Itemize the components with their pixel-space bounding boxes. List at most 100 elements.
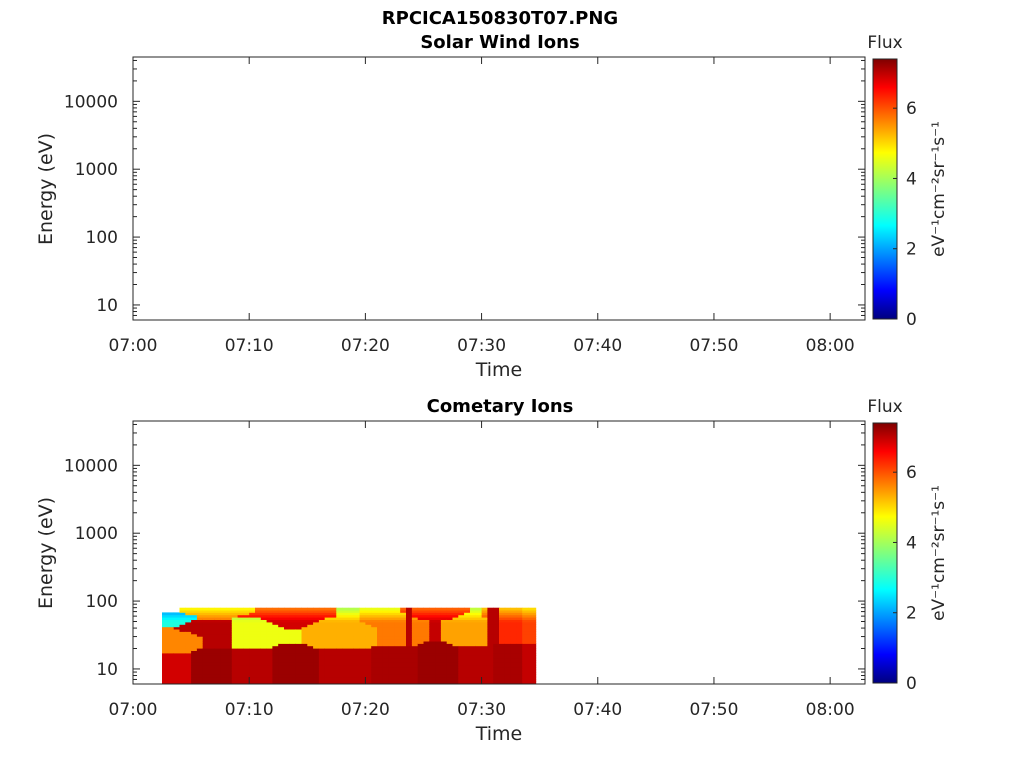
heatmap-cell	[179, 633, 186, 637]
heatmap-cell	[185, 674, 192, 678]
heatmap-cell	[324, 662, 331, 666]
heatmap-cell	[167, 619, 175, 623]
heatmap-cell	[435, 624, 442, 628]
heatmap-cell	[411, 624, 419, 628]
heatmap-cell	[394, 645, 401, 649]
heatmap-cell	[278, 669, 285, 673]
heatmap-cell	[382, 624, 389, 628]
heatmap-cell	[289, 626, 297, 630]
heatmap-cell	[179, 667, 186, 671]
heatmap-cell	[301, 629, 308, 632]
heatmap-cell	[388, 626, 395, 630]
heatmap-cell	[342, 667, 349, 671]
heatmap-cell	[348, 607, 355, 611]
heatmap-cell	[470, 672, 477, 675]
heatmap-cell	[179, 674, 186, 678]
heatmap-cell	[464, 657, 471, 661]
heatmap-cell	[179, 650, 186, 654]
heatmap-cell	[342, 672, 349, 675]
heatmap-cell	[406, 650, 413, 654]
heatmap-cell	[411, 667, 419, 671]
heatmap-cell	[179, 626, 186, 630]
heatmap-cell	[284, 653, 291, 656]
heatmap-cell	[307, 617, 314, 620]
heatmap-cell	[499, 650, 506, 654]
heatmap-cell	[528, 607, 535, 611]
heatmap-cell	[481, 648, 488, 651]
heatmap-cell	[359, 669, 366, 673]
heatmap-cell	[278, 662, 285, 666]
heatmap-cell	[388, 655, 395, 659]
heatmap-cell	[464, 617, 471, 620]
heatmap-cell	[400, 617, 407, 620]
heatmap-cell	[510, 655, 517, 659]
heatmap-cell	[318, 648, 326, 651]
heatmap-cell	[371, 655, 378, 659]
heatmap-cell	[330, 667, 337, 671]
heatmap-cell	[429, 667, 436, 671]
colorbar-tick-label: 4	[906, 533, 917, 553]
heatmap-cell	[435, 626, 442, 630]
heatmap-cell	[458, 636, 465, 640]
heatmap-cell	[301, 626, 308, 630]
heatmap-cell	[353, 681, 360, 684]
heatmap-cell	[522, 641, 529, 644]
heatmap-cell	[179, 645, 186, 649]
heatmap-cell	[377, 681, 384, 684]
heatmap-cell	[301, 619, 308, 623]
heatmap-cell	[191, 674, 198, 678]
heatmap-cell	[493, 650, 500, 654]
heatmap-cell	[394, 633, 401, 637]
heatmap-cell	[266, 681, 273, 684]
heatmap-cell	[435, 676, 442, 680]
heatmap-cell	[504, 631, 511, 635]
heatmap-cell	[255, 672, 262, 675]
heatmap-cell	[249, 664, 256, 668]
heatmap-cell	[243, 610, 250, 613]
heatmap-cell	[533, 633, 537, 637]
heatmap-cell	[295, 662, 302, 666]
heatmap-cell	[371, 653, 378, 656]
heatmap-cell	[243, 624, 250, 628]
heatmap-cell	[266, 607, 273, 611]
heatmap-cell	[435, 672, 442, 675]
heatmap-cell	[470, 667, 477, 671]
heatmap-cell	[458, 626, 465, 630]
heatmap-cell	[371, 617, 378, 620]
x-tick-label: 07:20	[341, 336, 390, 356]
heatmap-cell	[365, 674, 372, 678]
heatmap-cell	[196, 631, 204, 635]
heatmap-cell	[493, 667, 500, 671]
heatmap-cell	[371, 636, 378, 640]
heatmap-cell	[435, 631, 442, 635]
heatmap-cell	[208, 648, 215, 651]
heatmap-cell	[336, 617, 343, 620]
heatmap-cell	[470, 622, 477, 625]
heatmap-cell	[470, 643, 477, 647]
heatmap-cell	[318, 610, 326, 613]
heatmap-cell	[446, 676, 453, 680]
heatmap-cell	[272, 664, 279, 668]
heatmap-cell	[400, 641, 407, 644]
heatmap-cell	[464, 638, 471, 642]
y-tick-label: 10000	[64, 456, 118, 476]
heatmap-cell	[295, 619, 302, 623]
heatmap-cell	[173, 664, 180, 668]
heatmap-cell	[202, 650, 209, 654]
heatmap-cell	[220, 610, 227, 613]
heatmap-cell	[446, 664, 453, 668]
heatmap-cell	[202, 653, 209, 656]
heatmap-cell	[173, 655, 180, 659]
heatmap-cell	[353, 638, 360, 642]
heatmap-cell	[231, 674, 238, 678]
heatmap-cell	[278, 653, 285, 656]
heatmap-cell	[324, 672, 331, 675]
heatmap-cell	[295, 672, 302, 675]
heatmap-cell	[185, 653, 192, 656]
heatmap-cell	[499, 633, 506, 637]
heatmap-cell	[417, 648, 424, 651]
heatmap-cell	[318, 617, 326, 620]
heatmap-cell	[324, 669, 331, 673]
heatmap-cell	[167, 641, 175, 644]
heatmap-cell	[202, 660, 209, 663]
